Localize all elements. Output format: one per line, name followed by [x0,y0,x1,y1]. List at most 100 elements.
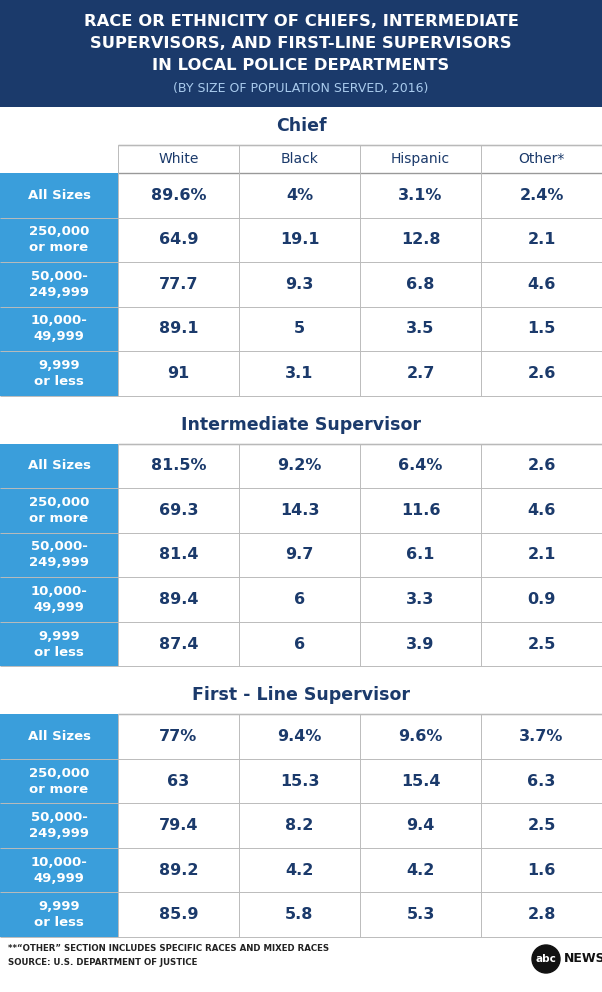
Text: 50,000-
249,999: 50,000- 249,999 [29,270,89,299]
Text: 3.9: 3.9 [406,637,435,652]
Text: 10,000-
49,999: 10,000- 49,999 [31,856,87,885]
Bar [0,173,118,217]
Text: (BY SIZE OF POPULATION SERVED, 2016): (BY SIZE OF POPULATION SERVED, 2016) [173,82,429,95]
Text: 91: 91 [167,366,190,381]
Text: Other*: Other* [518,152,565,166]
Text: 6.3: 6.3 [527,774,556,789]
Bar [118,893,602,937]
Bar [0,937,602,992]
Text: SUPERVISORS, AND FIRST-LINE SUPERVISORS: SUPERVISORS, AND FIRST-LINE SUPERVISORS [90,36,512,51]
Text: 6.4%: 6.4% [399,458,442,473]
Text: 2.6: 2.6 [527,458,556,473]
Text: 2.7: 2.7 [406,366,435,381]
Text: 50,000-
249,999: 50,000- 249,999 [29,541,89,569]
Text: All Sizes: All Sizes [28,188,90,201]
Text: 19.1: 19.1 [280,232,319,247]
Text: RACE OR ETHNICITY OF CHIEFS, INTERMEDIATE: RACE OR ETHNICITY OF CHIEFS, INTERMEDIAT… [84,14,518,29]
Text: 79.4: 79.4 [159,818,198,833]
Text: First - Line Supervisor: First - Line Supervisor [192,686,410,704]
Text: 6.8: 6.8 [406,277,435,292]
Text: 4.6: 4.6 [527,503,556,518]
Bar [118,533,602,577]
Text: 77.7: 77.7 [159,277,198,292]
Text: 15.4: 15.4 [401,774,440,789]
Text: 64.9: 64.9 [159,232,198,247]
Text: 10,000-
49,999: 10,000- 49,999 [31,314,87,343]
Text: 89.6%: 89.6% [150,187,206,202]
Text: 1.6: 1.6 [527,863,556,878]
Text: 1.5: 1.5 [527,321,556,336]
Text: Chief: Chief [276,117,326,135]
Text: 3.3: 3.3 [406,592,435,607]
Text: 9.4: 9.4 [406,818,435,833]
Bar [118,577,602,622]
Text: 11.6: 11.6 [401,503,440,518]
Text: NEWS: NEWS [564,952,602,965]
Text: 2.6: 2.6 [527,366,556,381]
Bar [118,351,602,396]
Text: 5.8: 5.8 [285,908,314,923]
Text: 81.5%: 81.5% [150,458,206,473]
Circle shape [532,945,560,973]
Text: 9.3: 9.3 [285,277,314,292]
Bar [118,217,602,262]
Bar [0,804,118,848]
Text: 14.3: 14.3 [280,503,319,518]
Text: All Sizes: All Sizes [28,730,90,743]
Bar [0,443,118,488]
Text: 250,000
or more: 250,000 or more [29,767,89,796]
Text: 6: 6 [294,637,305,652]
Bar [0,488,118,533]
Text: 9.4%: 9.4% [278,729,321,744]
Bar [0,307,118,351]
Text: 2.4%: 2.4% [520,187,563,202]
Bar [0,714,118,759]
Bar [0,893,118,937]
Bar [0,262,118,307]
Bar [0,533,118,577]
Bar [118,848,602,893]
Text: 250,000
or more: 250,000 or more [29,496,89,525]
Text: 69.3: 69.3 [159,503,198,518]
Text: IN LOCAL POLICE DEPARTMENTS: IN LOCAL POLICE DEPARTMENTS [152,58,450,73]
Text: White: White [158,152,199,166]
Bar [0,848,118,893]
Text: 9,999
or less: 9,999 or less [34,630,84,659]
Text: 6.1: 6.1 [406,548,435,562]
Text: 9.6%: 9.6% [399,729,442,744]
Text: 89.2: 89.2 [159,863,198,878]
Bar [118,488,602,533]
Bar [0,622,118,667]
Text: 4.2: 4.2 [285,863,314,878]
Text: 10,000-
49,999: 10,000- 49,999 [31,585,87,614]
Text: 9.2%: 9.2% [278,458,321,473]
Text: 9.7: 9.7 [285,548,314,562]
Text: 81.4: 81.4 [159,548,198,562]
Text: 3.1: 3.1 [285,366,314,381]
Text: 87.4: 87.4 [159,637,198,652]
Text: 4.2: 4.2 [406,863,435,878]
Bar [0,577,118,622]
Text: Black: Black [281,152,318,166]
Text: 3.7%: 3.7% [520,729,563,744]
Text: 77%: 77% [160,729,197,744]
Bar [118,714,602,759]
Text: 12.8: 12.8 [401,232,440,247]
Text: 3.1%: 3.1% [399,187,442,202]
Text: 5: 5 [294,321,305,336]
Bar [0,406,602,443]
Text: 4%: 4% [286,187,313,202]
Bar [0,351,118,396]
Text: SOURCE: U.S. DEPARTMENT OF JUSTICE: SOURCE: U.S. DEPARTMENT OF JUSTICE [8,958,197,967]
Text: All Sizes: All Sizes [28,459,90,472]
Text: abc: abc [536,954,556,964]
Text: 15.3: 15.3 [280,774,319,789]
Bar [118,173,602,217]
Bar [118,443,602,488]
Bar [0,217,118,262]
Text: 5.3: 5.3 [406,908,435,923]
Text: 50,000-
249,999: 50,000- 249,999 [29,811,89,840]
Bar [0,677,602,714]
Text: 250,000
or more: 250,000 or more [29,225,89,254]
Text: 2.1: 2.1 [527,548,556,562]
